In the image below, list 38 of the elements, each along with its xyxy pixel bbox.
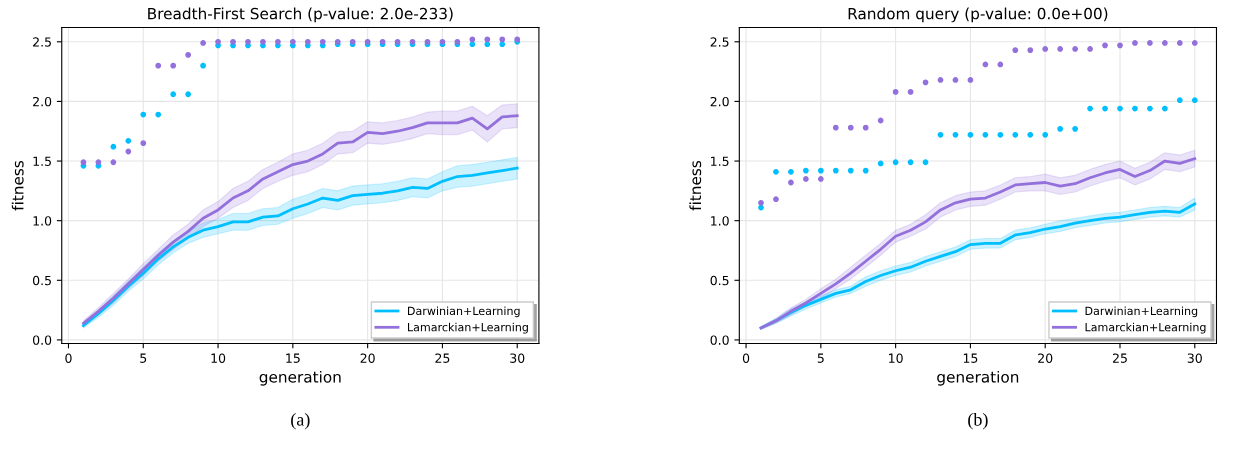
legend-label: Lamarckian+Learning [408,322,528,334]
x-tick-label: 30 [1187,353,1202,363]
y-axis-title: fitness [689,160,702,211]
y-axis-title: fitness [11,160,24,211]
x-tick-label: 10 [889,353,903,363]
y-tick-label: 1.5 [33,156,51,166]
x-tick-label: 30 [510,353,525,363]
text: (a) [291,413,310,430]
y-tick-label: 1.0 [33,216,52,226]
chart-title: Random query (p-value: 0.0e+00) [848,7,1108,23]
x-tick-label: 20 [360,353,375,363]
text: (b) [968,413,988,430]
x-tick-label: 15 [286,353,300,363]
y-tick-label: 2.5 [33,37,51,47]
x-axis-title: generation [937,370,1019,386]
x-tick-label: 10 [211,353,226,363]
legend-label: Lamarckian+Learning [1085,322,1206,334]
x-tick-label: 5 [817,353,824,363]
x-tick-label: 15 [963,353,978,363]
legend-label: Darwinian+Learning [408,306,520,318]
y-tick-label: 2.0 [710,96,729,107]
y-tick-label: 0.0 [710,335,729,345]
y-tick-label: 0.0 [32,335,52,345]
x-tick-label: 20 [1038,353,1053,363]
y-tick-label: 1.0 [711,216,729,226]
y-tick-label: 0.5 [32,275,51,286]
x-tick-label: 25 [1112,353,1127,363]
x-axis-title: generation [259,370,341,386]
y-tick-label: 2.0 [33,96,52,107]
x-tick-label: 25 [435,353,450,363]
x-tick-label: 0 [742,353,750,363]
chart-title: Breadth-First Search (p-value: 2.0e-233) [148,7,453,23]
y-tick-label: 0.5 [710,275,729,286]
y-tick-label: 1.5 [711,156,729,166]
x-tick-label: 0 [65,353,72,363]
legend-label: Darwinian+Learning [1085,306,1198,318]
x-tick-label: 5 [140,353,147,363]
y-tick-label: 2.5 [710,37,729,47]
